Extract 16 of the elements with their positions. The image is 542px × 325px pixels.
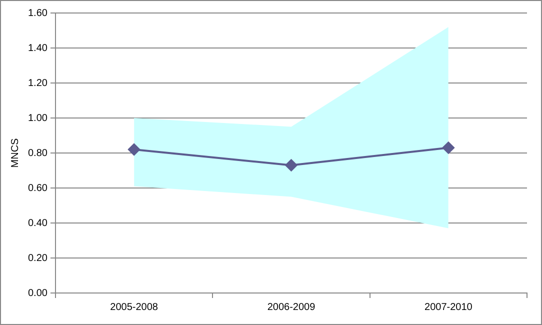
x-tick-label: 2006-2009	[267, 302, 316, 313]
y-tick-label: 0.00	[28, 288, 48, 299]
y-tick-label: 0.20	[28, 252, 48, 264]
y-tick-label: 1.20	[28, 78, 48, 89]
x-tick-label: 2007-2010	[424, 302, 473, 313]
y-tick-label: 1.00	[28, 112, 48, 124]
y-tick-label: 1.60	[28, 8, 48, 19]
point	[128, 144, 140, 156]
y-axis-title: MNCS	[10, 138, 21, 168]
x-tick-label: 2005-2008	[110, 302, 158, 313]
point	[285, 159, 298, 172]
y-tick-label: 0.40	[28, 218, 48, 229]
point	[442, 142, 454, 154]
y-tick-label: 1.40	[28, 42, 48, 54]
y-tick-label: 0.80	[28, 148, 48, 159]
y-tick-label: 0.60	[28, 182, 48, 194]
